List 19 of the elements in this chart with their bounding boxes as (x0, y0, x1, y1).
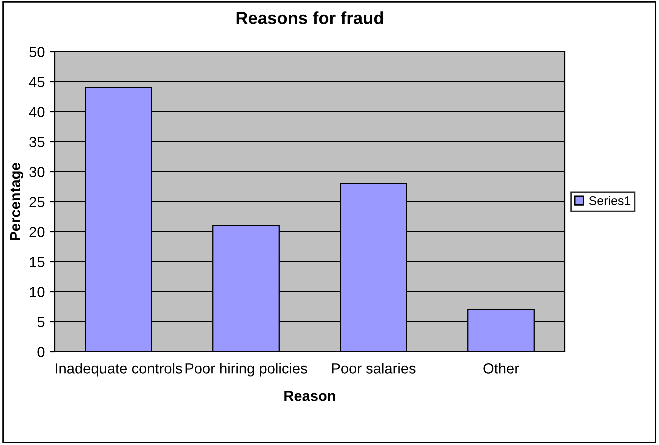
x-axis-title: Reason (284, 391, 336, 402)
x-tick-label: Inadequate controls (56, 363, 182, 377)
y-tick-label: 25 (30, 197, 45, 208)
y-tick-label: 5 (38, 317, 45, 328)
legend-label: Series1 (589, 196, 631, 206)
y-axis-title: Percentage (10, 163, 24, 240)
y-tick-label: 10 (30, 287, 45, 298)
x-tick-label: Poor salaries (332, 363, 416, 374)
y-tick-label: 45 (29, 77, 45, 88)
y-tick-label: 20 (30, 227, 45, 238)
y-tick-label: 15 (30, 257, 45, 268)
y-tick-label: 30 (30, 167, 45, 178)
x-tick-label: Other (484, 363, 520, 374)
y-tick-label: 0 (38, 347, 45, 358)
y-tick-label: 40 (29, 107, 45, 118)
y-tick-label: 35 (30, 137, 45, 148)
chart-title: Reasons for fraud (236, 12, 384, 24)
y-tick-label: 50 (30, 47, 45, 58)
x-tick-label: Poor hiring policies (186, 363, 308, 377)
